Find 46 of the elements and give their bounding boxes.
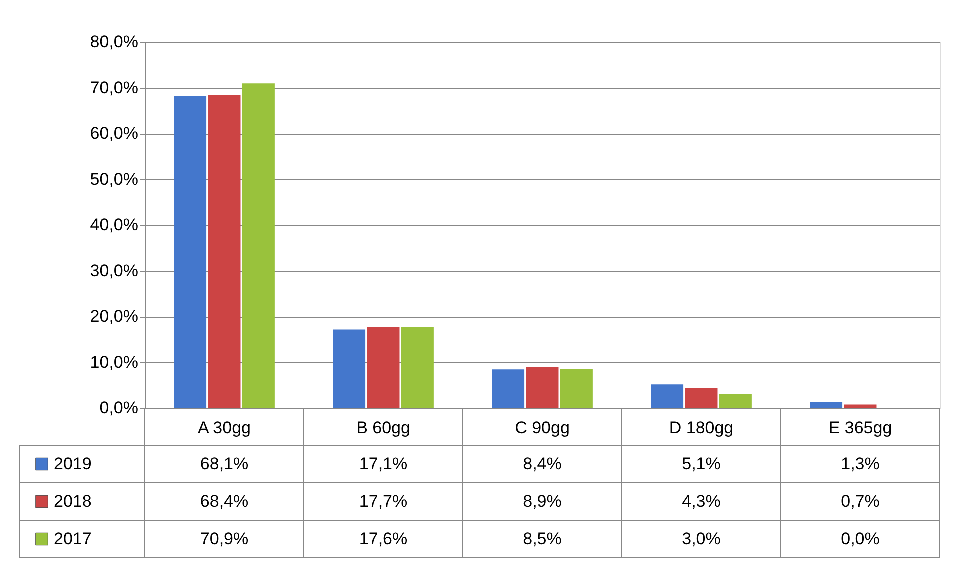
data-label: 4,3% (682, 492, 721, 511)
x-tick-label: C 90gg (515, 418, 570, 438)
bar (367, 327, 400, 408)
y-tick-label: 70,0% (90, 78, 138, 98)
bar (560, 369, 593, 408)
y-tick-label: 50,0% (90, 170, 138, 189)
bar (208, 95, 241, 408)
bar (651, 384, 684, 408)
data-label: 5,1% (682, 454, 721, 474)
bar (401, 327, 434, 408)
bar (333, 330, 366, 408)
legend-label: 2018 (54, 492, 92, 511)
x-tick-label: A 30gg (198, 418, 251, 438)
data-label: 0,7% (841, 492, 880, 511)
data-label: 70,9% (200, 529, 249, 548)
data-label: 17,1% (359, 454, 408, 474)
y-tick-label: 20,0% (90, 307, 138, 326)
data-label: 68,1% (200, 454, 249, 474)
y-tick-label: 10,0% (90, 352, 138, 372)
data-label: 8,4% (523, 454, 562, 474)
bar (174, 96, 207, 408)
data-label: 0,0% (841, 529, 880, 548)
data-label: 8,9% (523, 492, 562, 511)
y-tick-label: 60,0% (90, 124, 138, 143)
x-tick-label: E 365gg (828, 418, 892, 438)
y-tick-label: 0,0% (100, 398, 138, 418)
y-tick-label: 30,0% (90, 261, 138, 280)
data-label: 17,7% (359, 492, 408, 511)
data-label: 68,4% (200, 492, 249, 511)
legend-label: 2017 (54, 529, 92, 548)
y-tick-label: 80,0% (90, 32, 138, 52)
bar (242, 84, 275, 408)
data-label: 3,0% (682, 529, 721, 548)
x-tick-label: D 180gg (669, 418, 734, 438)
bar (844, 404, 877, 408)
data-label: 1,3% (841, 454, 880, 474)
bar (719, 394, 752, 408)
y-tick-label: 40,0% (90, 216, 138, 234)
x-tick-label: B 60gg (356, 418, 410, 438)
bar (492, 370, 525, 408)
data-label: 8,5% (523, 529, 562, 548)
legend-label: 2019 (54, 454, 92, 474)
bar (526, 367, 559, 408)
data-label: 17,6% (359, 529, 408, 548)
bar (685, 388, 718, 408)
bar (810, 402, 843, 408)
